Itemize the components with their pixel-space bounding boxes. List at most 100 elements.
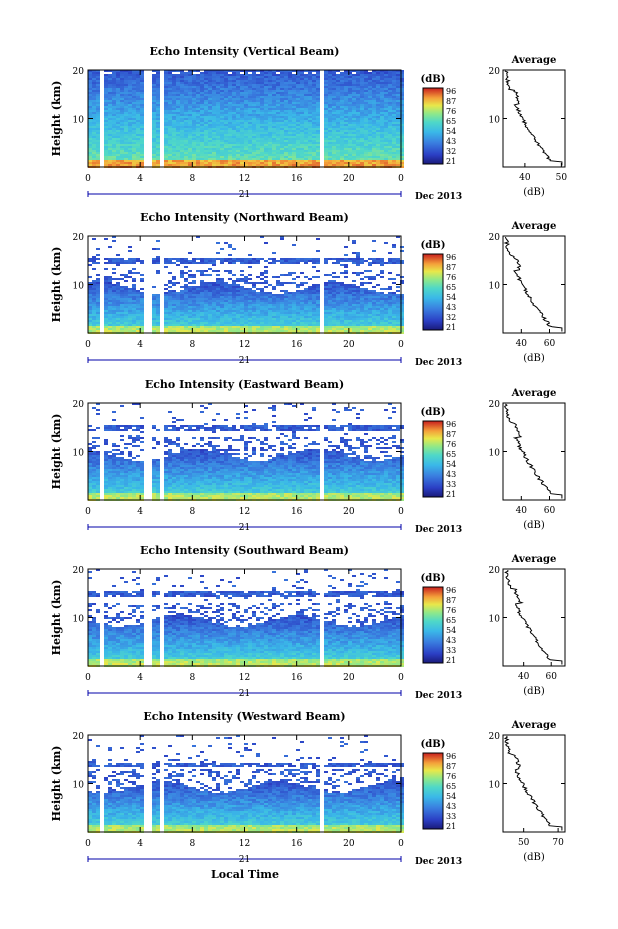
colorbar-tick-label: 96 bbox=[446, 752, 456, 761]
colorbar bbox=[422, 420, 444, 498]
colorbar bbox=[422, 87, 444, 165]
y-tick-label: 20 bbox=[73, 566, 85, 576]
profile-line bbox=[503, 236, 563, 332]
x-tick-label: 20 bbox=[343, 507, 355, 517]
colorbar-tick-label: 54 bbox=[446, 127, 456, 136]
profile-x-tick-label: 40 bbox=[518, 672, 530, 682]
profile-title: Average bbox=[511, 720, 557, 731]
x-tick-label: 12 bbox=[239, 340, 250, 350]
profile-line bbox=[504, 569, 563, 665]
colorbar-tick-label: 65 bbox=[446, 782, 456, 791]
x-tick-label: 8 bbox=[189, 174, 195, 184]
colorbar-tick-label: 96 bbox=[446, 253, 456, 262]
x-tick-label: 16 bbox=[291, 174, 303, 184]
date-mid-label: 21 bbox=[239, 523, 250, 533]
profile-y-tick-label: 10 bbox=[489, 282, 501, 292]
y-axis-label: Height (km) bbox=[50, 247, 63, 323]
y-tick-label: 20 bbox=[73, 67, 85, 77]
panel-title: Echo Intensity (Westward Beam) bbox=[143, 710, 345, 723]
x-tick-label: 0 bbox=[398, 174, 404, 184]
colorbar-tick-label: 21 bbox=[446, 490, 456, 499]
colorbar-tick-label: 43 bbox=[446, 802, 456, 811]
profile-y-tick-label: 20 bbox=[489, 732, 501, 742]
colorbar-label: (dB) bbox=[421, 74, 446, 85]
x-tick-label: 0 bbox=[85, 839, 91, 849]
x-tick-label: 12 bbox=[239, 673, 250, 683]
x-tick-label: 12 bbox=[239, 507, 250, 517]
panel-4: Echo Intensity (Westward Beam) 20 10 Height… bbox=[50, 710, 566, 867]
colorbar-tick-label: 32 bbox=[446, 147, 456, 156]
panel-title: Echo Intensity (Northward Beam) bbox=[140, 211, 349, 224]
profile-frame bbox=[502, 734, 566, 833]
profile-y-tick-label: 10 bbox=[489, 615, 501, 625]
colorbar-tick-label: 54 bbox=[446, 626, 456, 635]
colorbar-tick-label: 87 bbox=[446, 430, 456, 439]
heatmap-cells bbox=[88, 403, 404, 501]
profile-x-tick-label: 40 bbox=[516, 339, 528, 349]
profile-title: Average bbox=[511, 388, 557, 399]
x-tick-label: 4 bbox=[137, 340, 143, 350]
heatmap-cells bbox=[88, 569, 404, 667]
panel-title: Echo Intensity (Eastward Beam) bbox=[145, 378, 344, 391]
profile-xlabel: (dB) bbox=[523, 686, 545, 697]
colorbar-tick-label: 96 bbox=[446, 586, 456, 595]
x-tick-label: 0 bbox=[85, 340, 91, 350]
colorbar-tick-label: 76 bbox=[446, 606, 456, 615]
x-tick-label: 20 bbox=[343, 839, 355, 849]
x-tick-label: 8 bbox=[189, 340, 195, 350]
profile-x-tick-label: 70 bbox=[552, 838, 564, 848]
date-mid-label: 21 bbox=[239, 356, 250, 366]
profile-line bbox=[504, 403, 563, 499]
x-tick-label: 20 bbox=[343, 340, 355, 350]
colorbar-tick-label: 21 bbox=[446, 656, 456, 665]
colorbar-tick-label: 43 bbox=[446, 303, 456, 312]
x-tick-label: 0 bbox=[85, 673, 91, 683]
colorbar-tick-label: 65 bbox=[446, 283, 456, 292]
x-tick-label: 16 bbox=[291, 507, 303, 517]
colorbar-tick-label: 96 bbox=[446, 420, 456, 429]
panel-title: Echo Intensity (Southward Beam) bbox=[140, 544, 349, 557]
profile-x-tick-label: 60 bbox=[545, 672, 557, 682]
x-tick-label: 4 bbox=[137, 839, 143, 849]
profile-y-tick-label: 20 bbox=[489, 566, 501, 576]
panel-1: Echo Intensity (Northward Beam) 20 10 Heigh… bbox=[50, 211, 566, 368]
y-axis-label: Height (km) bbox=[50, 81, 63, 157]
panel-title: Echo Intensity (Vertical Beam) bbox=[149, 45, 339, 58]
x-tick-label: 0 bbox=[398, 340, 404, 350]
y-tick-label: 20 bbox=[73, 400, 85, 410]
colorbar-label: (dB) bbox=[421, 573, 446, 584]
profile-x-tick-label: 50 bbox=[556, 173, 568, 183]
profile-line bbox=[503, 735, 563, 831]
x-tick-label: 0 bbox=[398, 507, 404, 517]
x-tick-label: 0 bbox=[398, 839, 404, 849]
x-tick-label: 0 bbox=[398, 673, 404, 683]
panel-3: Echo Intensity (Southward Beam) 20 10 Heigh… bbox=[50, 544, 566, 701]
colorbar-tick-label: 32 bbox=[446, 313, 456, 322]
profile-xlabel: (dB) bbox=[523, 187, 545, 198]
y-axis-label: Height (km) bbox=[50, 746, 63, 822]
profile-frame bbox=[502, 402, 566, 501]
colorbar-tick-label: 96 bbox=[446, 87, 456, 96]
colorbar-tick-label: 33 bbox=[446, 480, 456, 489]
date-label: Dec 2013 bbox=[415, 525, 462, 535]
profile-x-tick-label: 50 bbox=[518, 838, 530, 848]
colorbar-tick-label: 87 bbox=[446, 596, 456, 605]
y-tick-label: 10 bbox=[73, 116, 85, 126]
x-tick-label: 4 bbox=[137, 174, 143, 184]
x-tick-label: 20 bbox=[343, 174, 355, 184]
colorbar-tick-label: 87 bbox=[446, 263, 456, 272]
colorbar-tick-label: 54 bbox=[446, 293, 456, 302]
colorbar bbox=[422, 586, 444, 664]
x-tick-label: 16 bbox=[291, 340, 303, 350]
date-mid-label: 21 bbox=[239, 855, 250, 865]
date-label: Dec 2013 bbox=[415, 358, 462, 368]
colorbar-tick-label: 76 bbox=[446, 107, 456, 116]
x-tick-label: 16 bbox=[291, 839, 303, 849]
colorbar-tick-label: 21 bbox=[446, 323, 456, 332]
y-tick-label: 10 bbox=[73, 282, 85, 292]
y-axis-label: Height (km) bbox=[50, 414, 63, 490]
colorbar-tick-label: 54 bbox=[446, 460, 456, 469]
colorbar-tick-label: 43 bbox=[446, 636, 456, 645]
colorbar-tick-label: 33 bbox=[446, 646, 456, 655]
